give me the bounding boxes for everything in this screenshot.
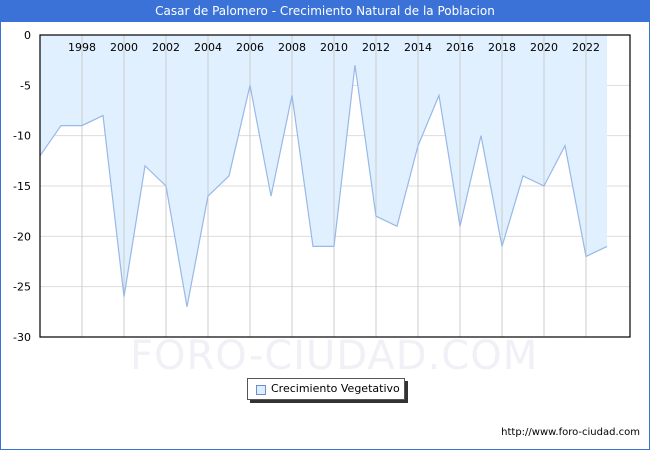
- legend-swatch-icon: [256, 385, 266, 395]
- x-tick-label: 2020: [530, 41, 558, 54]
- y-tick-label: 0: [24, 29, 31, 42]
- x-tick-label: 2022: [572, 41, 600, 54]
- chart-title: Casar de Palomero - Crecimiento Natural …: [0, 0, 650, 22]
- series-line: [39, 65, 608, 307]
- x-tick-label: 2018: [488, 41, 516, 54]
- x-tick-label: 2002: [152, 41, 180, 54]
- x-tick-label: 2016: [446, 41, 474, 54]
- legend-label: Crecimiento Vegetativo: [271, 382, 400, 395]
- y-tick-label: -10: [13, 130, 31, 143]
- y-tick-label: -30: [13, 331, 31, 344]
- y-tick-label: -25: [13, 281, 31, 294]
- source-url: http://www.foro-ciudad.com: [501, 427, 640, 438]
- x-tick-label: 2008: [278, 41, 306, 54]
- y-tick-label: -20: [13, 230, 31, 243]
- legend: Crecimiento Vegetativo: [247, 378, 405, 400]
- x-tick-label: 2010: [320, 41, 348, 54]
- x-tick-label: 1998: [68, 41, 96, 54]
- x-tick-label: 2014: [404, 41, 432, 54]
- x-tick-label: 2012: [362, 41, 390, 54]
- x-tick-label: 2000: [110, 41, 138, 54]
- y-tick-label: -5: [20, 79, 31, 92]
- watermark: FORO-CIUDAD.COM: [130, 333, 539, 379]
- y-tick-label: -15: [13, 180, 31, 193]
- area-fill: [40, 35, 607, 307]
- x-tick-label: 2006: [236, 41, 264, 54]
- x-tick-label: 2004: [194, 41, 222, 54]
- plot-area-border: [39, 34, 631, 338]
